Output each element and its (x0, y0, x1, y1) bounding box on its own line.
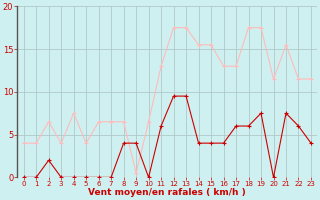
X-axis label: Vent moyen/en rafales ( km/h ): Vent moyen/en rafales ( km/h ) (88, 188, 246, 197)
